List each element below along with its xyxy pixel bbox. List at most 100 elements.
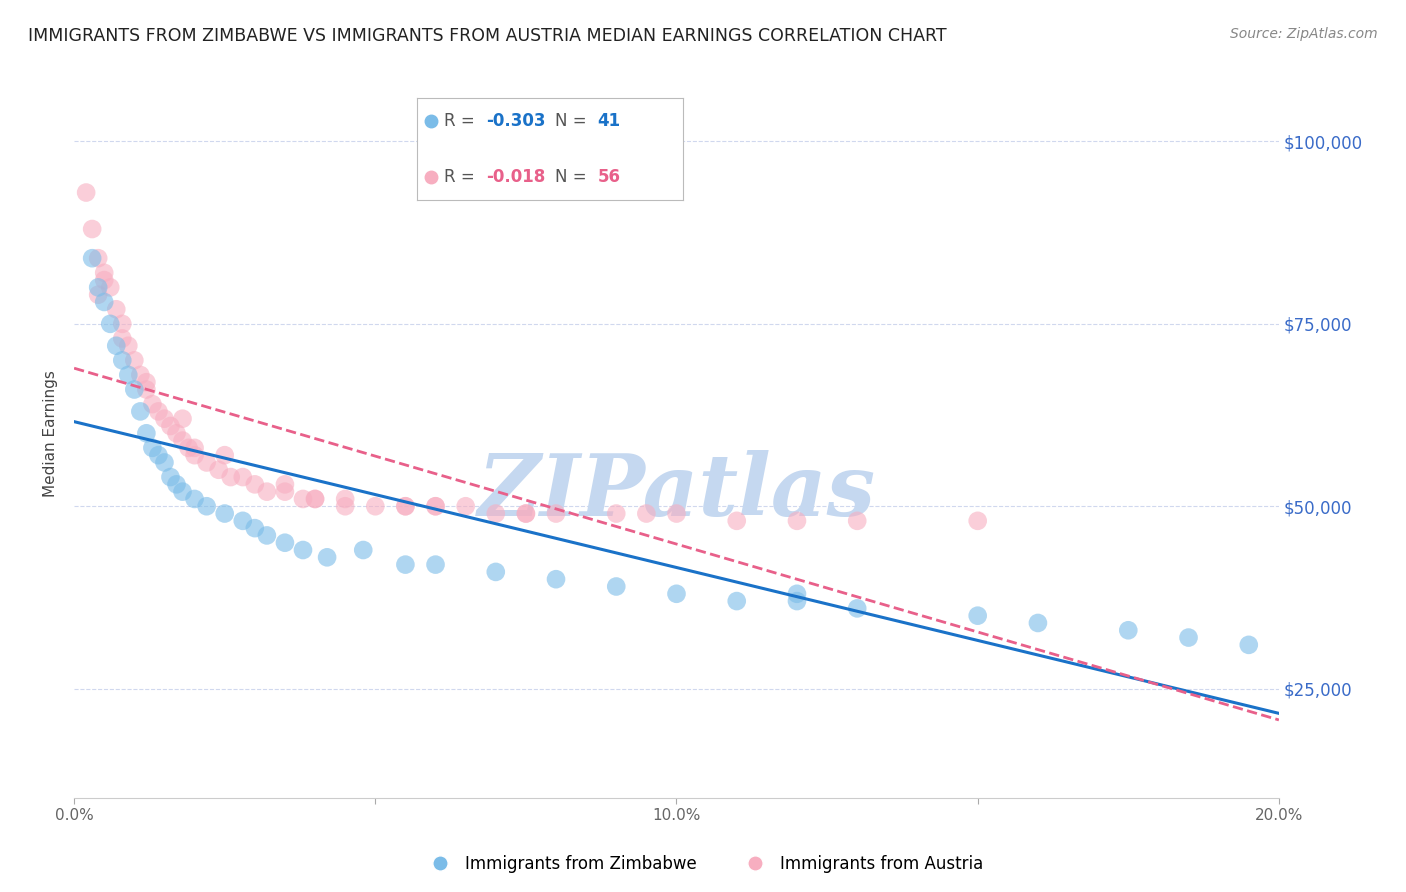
Point [274,484,297,499]
Point [786,594,808,608]
Point [292,543,315,558]
Point [1237,638,1260,652]
Point [183,441,205,455]
Point [172,484,194,499]
Point [394,558,416,572]
Point [725,514,748,528]
Point [846,514,869,528]
Point [141,441,163,455]
Point [124,353,146,368]
Point [665,507,688,521]
Point [485,565,508,579]
Point [183,448,205,462]
Point [159,470,181,484]
Point [135,383,157,397]
Point [605,507,627,521]
Point [304,491,326,506]
Legend: Immigrants from Zimbabwe, Immigrants from Austria: Immigrants from Zimbabwe, Immigrants fro… [416,848,990,880]
Text: Source: ZipAtlas.com: Source: ZipAtlas.com [1230,27,1378,41]
Point [454,500,477,514]
Point [195,500,218,514]
Point [966,514,988,528]
Point [98,317,121,331]
Point [87,280,110,294]
Text: ZIPatlas: ZIPatlas [478,450,876,533]
Point [214,448,236,462]
Point [172,411,194,425]
Point [394,500,416,514]
Point [153,411,176,425]
Point [117,339,139,353]
Point [232,470,254,484]
Point [292,491,315,506]
Y-axis label: Median Earnings: Median Earnings [44,370,58,497]
Point [93,266,115,280]
Point [256,484,278,499]
Point [159,419,181,434]
Point [786,587,808,601]
Point [135,376,157,390]
Point [117,368,139,382]
Point [846,601,869,615]
Point [98,280,121,294]
Point [966,608,988,623]
Point [1116,624,1139,638]
Point [725,594,748,608]
Point [1026,615,1049,630]
Point [82,222,104,236]
Point [605,580,627,594]
Point [515,507,537,521]
Point [208,463,231,477]
Point [105,339,128,353]
Point [636,507,658,521]
Point [135,426,157,441]
Point [129,404,152,418]
Point [87,251,110,265]
Point [177,441,200,455]
Point [172,434,194,448]
Point [304,491,326,506]
Point [82,251,104,265]
Point [274,535,297,549]
Point [544,572,567,586]
Point [544,507,567,521]
Point [129,368,152,382]
Point [166,426,188,441]
Point [243,521,266,535]
Point [111,353,134,368]
Point [219,470,242,484]
Point [256,528,278,542]
Point [232,514,254,528]
Point [425,558,447,572]
Point [515,507,537,521]
Point [87,287,110,301]
Point [214,507,236,521]
Point [665,587,688,601]
Point [141,397,163,411]
Point [166,477,188,491]
Point [93,295,115,310]
Point [111,331,134,345]
Point [333,500,356,514]
Point [425,500,447,514]
Point [1177,631,1199,645]
Point [111,317,134,331]
Point [316,550,339,565]
Point [93,273,115,287]
Point [485,507,508,521]
Point [148,404,170,418]
Point [153,455,176,469]
Point [105,302,128,317]
Point [364,500,387,514]
Point [183,491,205,506]
Point [75,186,97,200]
Point [148,448,170,462]
Point [786,514,808,528]
Point [333,491,356,506]
Point [394,500,416,514]
Point [274,477,297,491]
Point [425,500,447,514]
Text: IMMIGRANTS FROM ZIMBABWE VS IMMIGRANTS FROM AUSTRIA MEDIAN EARNINGS CORRELATION : IMMIGRANTS FROM ZIMBABWE VS IMMIGRANTS F… [28,27,946,45]
Point [124,383,146,397]
Point [195,455,218,469]
